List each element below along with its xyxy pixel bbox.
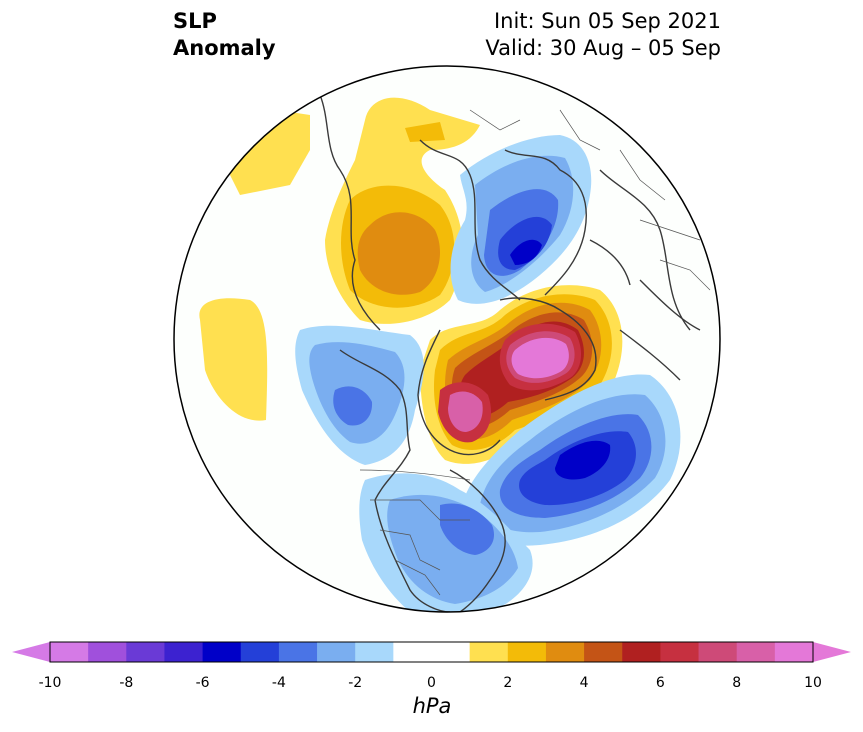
colorbar-tick-label: 0: [427, 675, 436, 691]
colorbar-cell: [469, 642, 509, 662]
colorbar-tick-label: -4: [271, 675, 286, 691]
colorbar-tick-label: 2: [503, 675, 513, 691]
negative-alaska: [295, 325, 424, 465]
coastlines: [319, 94, 701, 612]
colorbar-cell: [545, 642, 585, 662]
colorbar-tick-label: 4: [579, 675, 589, 691]
map-title: SLP Anomaly: [173, 8, 276, 62]
title-line1: SLP: [173, 9, 217, 33]
negative-north-atlantic: [460, 374, 681, 546]
colorbar-tick-label: -6: [195, 675, 210, 691]
colorbar-cell: [164, 642, 204, 662]
polar-map: [173, 65, 721, 613]
positive-hudson-bay: [438, 382, 492, 443]
colorbar-cell: [202, 642, 242, 662]
positive-pacific-arc: [230, 112, 310, 195]
colorbar-cell: [355, 642, 394, 662]
colorbar: [12, 641, 851, 663]
colorbar-cell: [278, 642, 318, 662]
colorbar-cell: [431, 642, 471, 662]
date-info: Init: Sun 05 Sep 2021 Valid: 30 Aug – 05…: [485, 8, 721, 62]
positive-siberia: [325, 97, 480, 324]
colorbar-cell: [88, 642, 127, 662]
colorbar-tick-label: 8: [732, 675, 742, 691]
colorbar-tick-label: -10: [38, 675, 62, 691]
colorbar-extend-max: [813, 642, 851, 662]
colorbar-cell: [698, 642, 738, 662]
colorbar-cell: [660, 642, 700, 662]
colorbar-cell: [507, 642, 547, 662]
negative-eastern-us: [359, 473, 533, 612]
colorbar-tick-label: 6: [655, 675, 665, 691]
colorbar-cell: [736, 642, 776, 662]
country-borders: [359, 109, 711, 596]
colorbar-cell: [50, 642, 89, 662]
negative-barents-kara: [450, 135, 592, 304]
colorbar-cell: [393, 642, 432, 662]
colorbar-tick-label: -8: [119, 675, 134, 691]
colorbar-cell: [584, 642, 623, 662]
colorbar-tick-label: -2: [348, 675, 363, 691]
valid-range: Valid: 30 Aug – 05 Sep: [485, 36, 721, 60]
init-date: Init: Sun 05 Sep 2021: [493, 9, 721, 33]
colorbar-extend-min: [12, 642, 50, 662]
colorbar-cell: [240, 642, 280, 662]
colorbar-cell: [622, 642, 661, 662]
positive-central-pacific: [199, 298, 268, 421]
colorbar-cell: [126, 642, 165, 662]
colorbar-tick-label: 10: [804, 675, 822, 691]
colorbar-cell: [317, 642, 356, 662]
colorbar-cell: [774, 642, 814, 662]
map-boundary: [173, 65, 721, 613]
title-line2: Anomaly: [173, 36, 276, 60]
colorbar-unit: hPa: [412, 694, 452, 718]
colorbar-frame: [49, 641, 814, 663]
